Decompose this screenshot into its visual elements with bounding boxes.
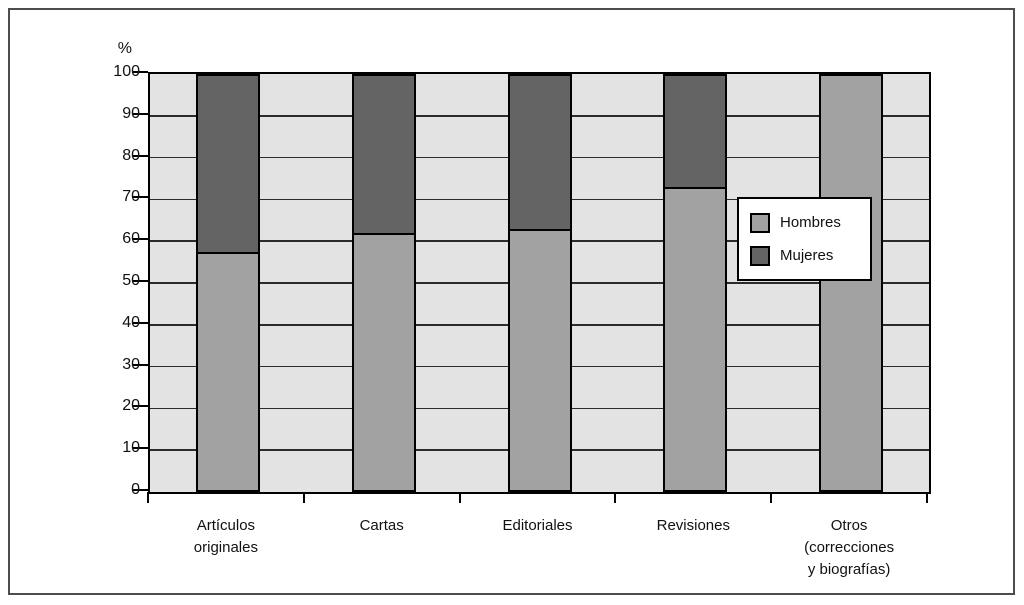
legend-item-hombres: Hombres bbox=[750, 212, 870, 233]
x-tick-0 bbox=[147, 492, 149, 503]
y-tick-10 bbox=[132, 447, 148, 450]
y-axis-unit-label: % bbox=[117, 40, 132, 57]
x-tick-2 bbox=[458, 492, 461, 503]
y-tick-70 bbox=[132, 196, 148, 199]
x-tick-1 bbox=[302, 492, 305, 503]
category-label-2: Cartas bbox=[359, 517, 404, 534]
bar-5 bbox=[819, 74, 884, 492]
y-tick-label-60: 60 bbox=[122, 230, 140, 248]
y-tick-label-80: 80 bbox=[122, 146, 140, 164]
legend-label: Hombres bbox=[780, 214, 841, 231]
plot-area bbox=[148, 72, 931, 494]
y-tick-label-0: 0 bbox=[131, 481, 140, 498]
legend: Hombres Mujeres bbox=[737, 197, 872, 281]
y-tick-0 bbox=[132, 489, 148, 491]
legend-swatch-icon bbox=[750, 212, 770, 233]
y-tick-30 bbox=[132, 363, 148, 366]
legend-item-mujeres: Mujeres bbox=[750, 245, 870, 266]
y-tick-50 bbox=[132, 280, 148, 282]
y-tick-40 bbox=[132, 321, 148, 324]
y-tick-80 bbox=[132, 154, 148, 157]
bar-segment-mujeres bbox=[353, 76, 414, 235]
x-tick-5 bbox=[926, 492, 928, 503]
category-label-5: Otros (correcciones y biografías) bbox=[804, 517, 895, 578]
legend-label: Mujeres bbox=[780, 247, 834, 264]
x-tick-4 bbox=[770, 492, 773, 503]
category-label-1: Artículos originales bbox=[193, 517, 258, 556]
bar-segment-mujeres bbox=[665, 76, 726, 189]
y-tick-label-10: 10 bbox=[122, 439, 140, 457]
y-tick-label-40: 40 bbox=[122, 313, 140, 331]
bar-segment-mujeres bbox=[197, 76, 258, 254]
y-tick-label-20: 20 bbox=[122, 397, 140, 415]
figure-frame: % 0 10 20 30 40 50 60 70 80 90 100 Artículos origi… bbox=[8, 8, 1015, 595]
y-tick-label-50: 50 bbox=[122, 272, 140, 289]
bar-2 bbox=[351, 74, 416, 492]
category-label-3: Editoriales bbox=[502, 517, 573, 534]
x-tick-3 bbox=[614, 492, 617, 503]
y-tick-label-30: 30 bbox=[122, 355, 140, 373]
y-tick-label-100: 100 bbox=[113, 63, 140, 80]
y-tick-20 bbox=[132, 405, 148, 408]
y-tick-100 bbox=[132, 71, 148, 73]
bar-3 bbox=[507, 74, 572, 492]
y-tick-90 bbox=[132, 112, 148, 115]
bar-segment-mujeres bbox=[509, 76, 570, 231]
bar-4 bbox=[663, 74, 728, 492]
bar-1 bbox=[195, 74, 260, 492]
y-tick-60 bbox=[132, 238, 148, 241]
y-tick-label-90: 90 bbox=[122, 104, 140, 122]
y-tick-label-70: 70 bbox=[122, 188, 140, 206]
category-label-4: Revisiones bbox=[656, 517, 730, 534]
legend-swatch-icon bbox=[750, 245, 770, 266]
